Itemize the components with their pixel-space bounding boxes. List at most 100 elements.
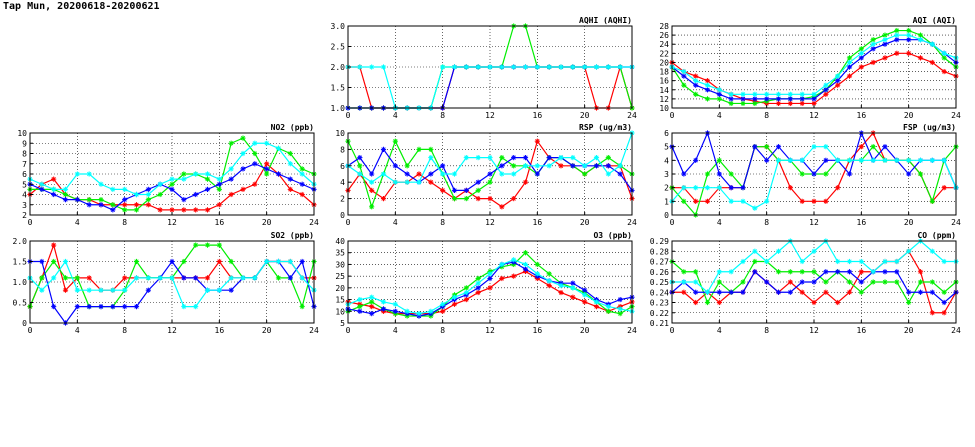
data-point: [51, 186, 57, 192]
data-point: [228, 287, 234, 293]
data-point: [823, 82, 829, 88]
y-tick-label: 15: [335, 296, 345, 305]
data-point: [216, 258, 222, 265]
data-point: [582, 292, 588, 298]
data-point: [693, 82, 699, 88]
y-tick-label: 0: [340, 211, 345, 220]
data-point: [133, 258, 140, 265]
data-point: [62, 186, 69, 192]
data-point: [704, 87, 711, 93]
y-tick-label: 0: [22, 319, 27, 328]
y-tick-label: 6: [664, 129, 669, 138]
data-point: [693, 198, 699, 204]
data-point: [764, 258, 770, 265]
data-point: [693, 289, 699, 295]
data-point: [787, 185, 793, 191]
data-point: [404, 179, 410, 185]
data-point: [704, 82, 711, 88]
data-point: [846, 64, 853, 70]
data-point: [941, 55, 947, 61]
x-tick-label: 12: [809, 111, 819, 120]
data-point: [475, 275, 481, 282]
data-point: [39, 287, 45, 293]
data-point: [693, 299, 699, 306]
data-point: [546, 282, 552, 289]
data-point: [716, 96, 722, 102]
data-point: [145, 191, 151, 198]
x-tick-label: 24: [309, 326, 319, 335]
data-point: [546, 155, 552, 161]
data-point: [846, 59, 853, 66]
data-point: [499, 261, 505, 268]
data-point: [357, 171, 363, 177]
data-point: [369, 299, 375, 305]
data-point: [357, 64, 363, 70]
data-point: [941, 289, 947, 295]
data-point: [894, 279, 900, 285]
x-tick-label: 8: [440, 111, 445, 120]
data-point: [799, 198, 805, 204]
data-point: [110, 304, 116, 310]
data-point: [787, 279, 793, 285]
data-point: [906, 157, 912, 163]
y-tick-label: 8: [340, 145, 345, 154]
data-point: [593, 163, 600, 169]
x-tick-label: 20: [904, 111, 914, 120]
data-point: [74, 197, 80, 203]
data-point: [846, 171, 853, 177]
data-point: [681, 279, 687, 285]
data-point: [740, 198, 746, 204]
data-point: [906, 248, 912, 254]
data-point: [728, 198, 734, 204]
data-point: [716, 157, 722, 163]
data-point: [62, 258, 69, 265]
data-point: [299, 181, 305, 187]
data-point: [617, 311, 623, 317]
data-point: [605, 155, 611, 161]
data-point: [475, 179, 481, 185]
x-tick-label: 24: [627, 111, 637, 120]
y-tick-label: 10: [335, 129, 345, 138]
data-point: [204, 186, 211, 192]
data-point: [522, 179, 529, 185]
data-point: [858, 55, 864, 61]
data-point: [570, 64, 576, 70]
data-point: [941, 258, 947, 265]
data-point: [522, 266, 529, 272]
data-point: [917, 37, 924, 43]
data-point: [463, 64, 469, 70]
data-point: [823, 91, 829, 97]
data-point: [216, 242, 222, 248]
data-point: [835, 82, 841, 88]
data-point: [799, 289, 805, 295]
data-point: [775, 91, 782, 97]
data-point: [440, 171, 446, 177]
data-point: [51, 304, 57, 310]
data-point: [811, 198, 817, 204]
data-point: [775, 248, 782, 254]
data-point: [882, 55, 888, 61]
data-point: [287, 176, 293, 182]
data-point: [216, 287, 222, 293]
y-tick-label: 2: [340, 195, 345, 204]
data-point: [51, 258, 57, 265]
data-point: [728, 100, 734, 107]
data-point: [752, 100, 758, 107]
data-point: [193, 304, 199, 310]
data-point: [122, 304, 128, 310]
y-tick-label: 3: [664, 170, 669, 179]
y-tick-label: 3.0: [331, 22, 346, 31]
data-point: [823, 171, 829, 177]
data-point: [416, 179, 422, 185]
data-point: [605, 304, 611, 310]
data-point: [487, 285, 493, 291]
data-point: [787, 157, 793, 163]
data-point: [240, 150, 246, 157]
data-point: [487, 179, 493, 185]
x-tick-label: 0: [670, 111, 675, 120]
data-point: [858, 46, 864, 52]
data-point: [240, 186, 246, 192]
y-tick-label: 6: [22, 170, 27, 179]
chart-co: CO (ppm)0 4 8 12 16 20 240.210.220.230.240.250…: [650, 231, 961, 335]
data-point: [169, 176, 175, 182]
